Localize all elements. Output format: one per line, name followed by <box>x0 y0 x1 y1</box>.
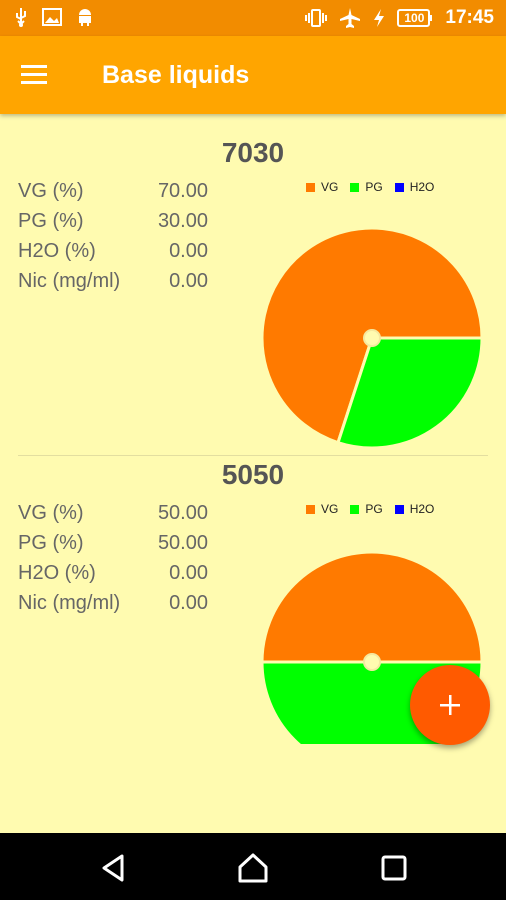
home-icon <box>238 853 268 883</box>
image-icon <box>42 8 62 26</box>
property-row: PG (%) 30.00 <box>18 206 208 236</box>
status-left-icons <box>14 7 94 27</box>
property-value: 50.00 <box>157 502 208 524</box>
pie-slice-vg <box>260 550 484 664</box>
property-row: PG (%) 50.00 <box>18 528 208 558</box>
add-liquid-button[interactable] <box>410 665 490 745</box>
property-value: 0.00 <box>169 592 208 614</box>
liquid-properties: VG (%) 70.00 PG (%) 30.00 H2O (%) 0.00 N… <box>18 176 208 296</box>
liquid-card[interactable]: 5050 VG (%) 50.00 PG (%) 50.00 H2O (%) 0… <box>0 436 506 836</box>
menu-button[interactable] <box>14 54 54 94</box>
chart-legend: VG PG H2O <box>306 502 434 516</box>
property-row: VG (%) 70.00 <box>18 176 208 206</box>
legend-item-h2o: H2O <box>394 180 435 194</box>
legend-label: H2O <box>409 180 435 194</box>
property-row: VG (%) 50.00 <box>18 498 208 528</box>
pie-center-hole <box>363 653 381 671</box>
navigation-bar <box>0 833 506 900</box>
property-value: 70.00 <box>157 180 208 202</box>
home-button[interactable] <box>236 851 270 885</box>
legend-item-vg: VG <box>306 180 338 194</box>
legend-swatch-h2o <box>394 504 404 514</box>
liquid-name: 7030 <box>221 137 285 168</box>
property-label: H2O (%) <box>18 562 96 584</box>
back-button[interactable] <box>96 851 130 885</box>
property-label: PG (%) <box>18 532 84 554</box>
property-row: H2O (%) 0.00 <box>18 558 208 588</box>
liquid-properties: VG (%) 50.00 PG (%) 50.00 H2O (%) 0.00 N… <box>18 498 208 618</box>
recents-icon <box>381 855 407 881</box>
property-value: 30.00 <box>157 210 208 232</box>
property-row: Nic (mg/ml) 0.00 <box>18 266 208 296</box>
page-title: Base liquids <box>102 61 250 89</box>
property-label: PG (%) <box>18 210 84 232</box>
legend-item-pg: PG <box>350 502 383 516</box>
charging-bolt-icon <box>373 8 385 28</box>
status-bar: 100 17:45 <box>0 0 506 36</box>
pie-chart <box>260 226 484 450</box>
pie-center-hole <box>363 329 381 347</box>
legend-swatch-vg <box>306 504 315 514</box>
liquid-card[interactable]: 7030 VG (%) 70.00 PG (%) 30.00 H2O (%) 0… <box>0 114 506 454</box>
legend-swatch-pg <box>350 182 360 192</box>
pie-chart-container <box>260 226 484 450</box>
property-value: 0.00 <box>169 240 208 262</box>
divider <box>18 455 488 456</box>
liquid-name: 5050 <box>221 459 285 490</box>
vibrate-icon <box>305 8 328 28</box>
status-right-icons: 100 17:45 <box>305 7 494 29</box>
android-icon <box>76 7 94 27</box>
legend-item-pg: PG <box>350 180 383 194</box>
property-label: Nic (mg/ml) <box>18 270 121 292</box>
property-label: H2O (%) <box>18 240 96 262</box>
property-value: 0.00 <box>169 562 208 584</box>
legend-swatch-vg <box>306 182 315 192</box>
usb-icon <box>14 7 28 27</box>
chart-legend: VG PG H2O <box>306 180 434 194</box>
legend-item-h2o: H2O <box>394 502 435 516</box>
property-row: Nic (mg/ml) 0.00 <box>18 588 208 618</box>
legend-label: VG <box>321 502 339 516</box>
battery-level: 100 <box>404 11 425 25</box>
airplane-icon <box>339 7 361 29</box>
legend-label: VG <box>321 180 339 194</box>
legend-item-vg: VG <box>306 502 338 516</box>
property-label: VG (%) <box>18 502 84 524</box>
legend-label: PG <box>365 180 383 194</box>
pie-slice-pg <box>336 336 484 450</box>
legend-label: PG <box>365 502 383 516</box>
property-row: H2O (%) 0.00 <box>18 236 208 266</box>
property-label: VG (%) <box>18 180 84 202</box>
back-icon <box>102 854 124 882</box>
app-bar: Base liquids <box>0 36 506 114</box>
legend-swatch-h2o <box>394 182 404 192</box>
legend-swatch-pg <box>350 504 360 514</box>
legend-label: H2O <box>409 502 435 516</box>
status-time: 17:45 <box>445 7 494 28</box>
plus-icon <box>440 695 460 715</box>
recents-button[interactable] <box>377 851 411 885</box>
property-value: 0.00 <box>169 270 208 292</box>
battery-icon: 100 <box>397 8 433 28</box>
property-label: Nic (mg/ml) <box>18 592 121 614</box>
hamburger-menu-icon <box>21 65 47 84</box>
property-value: 50.00 <box>157 532 208 554</box>
